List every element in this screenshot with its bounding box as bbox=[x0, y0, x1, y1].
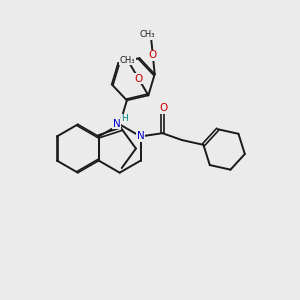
Text: N: N bbox=[112, 119, 120, 129]
Text: CH₃: CH₃ bbox=[140, 30, 155, 39]
Text: N: N bbox=[137, 131, 145, 142]
Text: O: O bbox=[149, 50, 157, 60]
Text: O: O bbox=[134, 74, 143, 84]
Text: H: H bbox=[121, 114, 128, 123]
Text: CH₃: CH₃ bbox=[120, 56, 135, 65]
Text: O: O bbox=[159, 103, 167, 113]
